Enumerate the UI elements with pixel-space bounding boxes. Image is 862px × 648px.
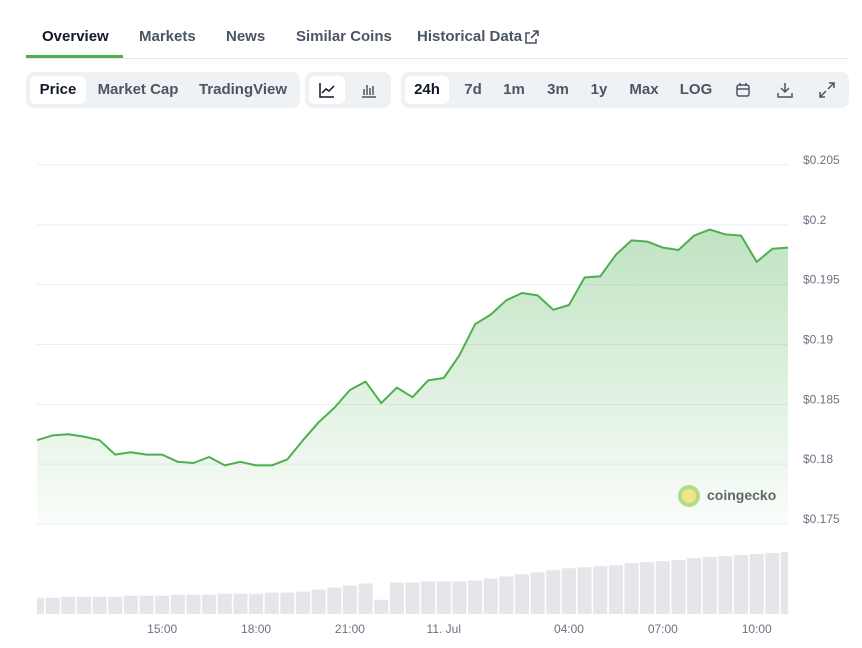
volume-bar xyxy=(780,552,788,614)
volume-bar xyxy=(514,574,530,614)
download-button[interactable] xyxy=(769,76,801,104)
volume-bar xyxy=(311,589,326,614)
tab[interactable]: News xyxy=(226,28,266,45)
volume-bar xyxy=(687,558,702,614)
volume-bar xyxy=(61,596,76,614)
expand-icon xyxy=(819,82,835,98)
x-tick-label: 18:00 xyxy=(241,622,271,636)
candle-icon xyxy=(362,85,376,98)
volume-bar xyxy=(436,581,451,614)
volume-bar xyxy=(655,561,670,614)
volume-bar xyxy=(45,597,60,614)
y-tick-label: $0.18 xyxy=(803,452,833,466)
volume-bar xyxy=(280,592,295,614)
fullscreen-button[interactable] xyxy=(811,76,843,104)
volume-bar xyxy=(123,595,138,614)
volume-bar xyxy=(483,578,498,614)
y-tick-label: $0.175 xyxy=(803,512,840,526)
tab[interactable]: Overview xyxy=(42,28,109,45)
x-tick-label: 07:00 xyxy=(648,622,678,636)
volume-bar xyxy=(264,592,279,614)
volume-bar xyxy=(608,565,623,614)
volume-bar xyxy=(405,582,420,614)
tab[interactable]: Similar Coins xyxy=(296,28,392,45)
external-icon xyxy=(525,30,539,44)
x-tick-label: 21:00 xyxy=(335,622,365,636)
volume-bar xyxy=(718,556,733,614)
view-group: Price Market Cap TradingView xyxy=(26,72,300,108)
volume-bar xyxy=(342,585,357,614)
x-tick-label: 15:00 xyxy=(147,622,177,636)
line-icon xyxy=(319,83,335,98)
chart-type-group xyxy=(305,72,391,108)
volume-bar xyxy=(749,554,764,614)
x-tick-label: 04:00 xyxy=(554,622,584,636)
range-group: 24h 7d 1m 3m 1y Max LOG xyxy=(401,72,849,108)
download-icon xyxy=(777,83,793,98)
x-tick-label: 11. Jul xyxy=(427,622,461,636)
volume-bar xyxy=(374,599,389,614)
volume-bar xyxy=(734,555,749,614)
price-area xyxy=(37,229,788,524)
range-button[interactable]: 1y xyxy=(590,81,608,98)
y-tick-label: $0.2 xyxy=(803,213,827,227)
volume-bar xyxy=(421,581,436,614)
volume-bar xyxy=(452,581,467,614)
calendar-button[interactable] xyxy=(727,76,759,104)
range-button[interactable]: 3m xyxy=(547,81,569,98)
volume-bar xyxy=(530,572,545,614)
view-button[interactable]: Market Cap xyxy=(97,81,179,98)
range-button[interactable]: LOG xyxy=(679,81,713,98)
volume-bar xyxy=(108,596,123,614)
volume-bar xyxy=(765,553,780,614)
volume-bar xyxy=(327,587,342,614)
view-button[interactable]: Price xyxy=(30,76,86,104)
active-underline xyxy=(26,55,123,58)
tab[interactable]: Markets xyxy=(139,28,196,45)
x-tick-label: 10:00 xyxy=(742,622,772,636)
volume-bar xyxy=(233,593,248,614)
volume-bar xyxy=(170,594,185,614)
range-button[interactable]: Max xyxy=(629,81,659,98)
volume-bar xyxy=(139,595,154,614)
y-tick-label: $0.19 xyxy=(803,333,833,347)
volume-bar xyxy=(561,568,576,614)
tab[interactable]: Historical Data xyxy=(417,28,523,45)
volume-bar xyxy=(671,560,686,614)
volume-bar xyxy=(155,595,170,614)
volume-bar xyxy=(389,582,404,614)
y-tick-label: $0.195 xyxy=(803,273,840,287)
volume-bar xyxy=(468,580,483,614)
volume-bar xyxy=(499,576,514,614)
volume-bar xyxy=(702,557,717,614)
range-button[interactable]: 1m xyxy=(503,81,525,98)
volume-bar xyxy=(37,597,45,614)
price-line xyxy=(36,228,789,467)
volume-bar xyxy=(358,583,373,614)
volume-bar xyxy=(546,570,561,614)
volume-bar xyxy=(640,562,655,614)
volume-bar xyxy=(76,596,91,614)
volume-bar xyxy=(217,593,232,614)
y-tick-label: $0.205 xyxy=(803,153,840,167)
y-tick-label: $0.185 xyxy=(803,392,840,406)
calendar-icon xyxy=(736,83,750,97)
volume-bar xyxy=(593,566,608,614)
volume-bar xyxy=(249,593,264,614)
volume-bar xyxy=(624,563,639,614)
volume-bar xyxy=(202,594,217,614)
range-button[interactable]: 7d xyxy=(464,81,482,98)
volume-bar xyxy=(295,591,311,614)
view-button[interactable]: TradingView xyxy=(198,81,288,98)
range-button[interactable]: 24h xyxy=(405,76,449,104)
volume-bar xyxy=(92,596,107,614)
tab-bar: Overview Markets News Similar Coins Hist… xyxy=(26,0,848,59)
line-chart-button[interactable] xyxy=(309,76,345,104)
volume-bar xyxy=(577,567,592,614)
candle-chart-button[interactable] xyxy=(351,76,387,104)
volume-bar xyxy=(186,594,201,614)
